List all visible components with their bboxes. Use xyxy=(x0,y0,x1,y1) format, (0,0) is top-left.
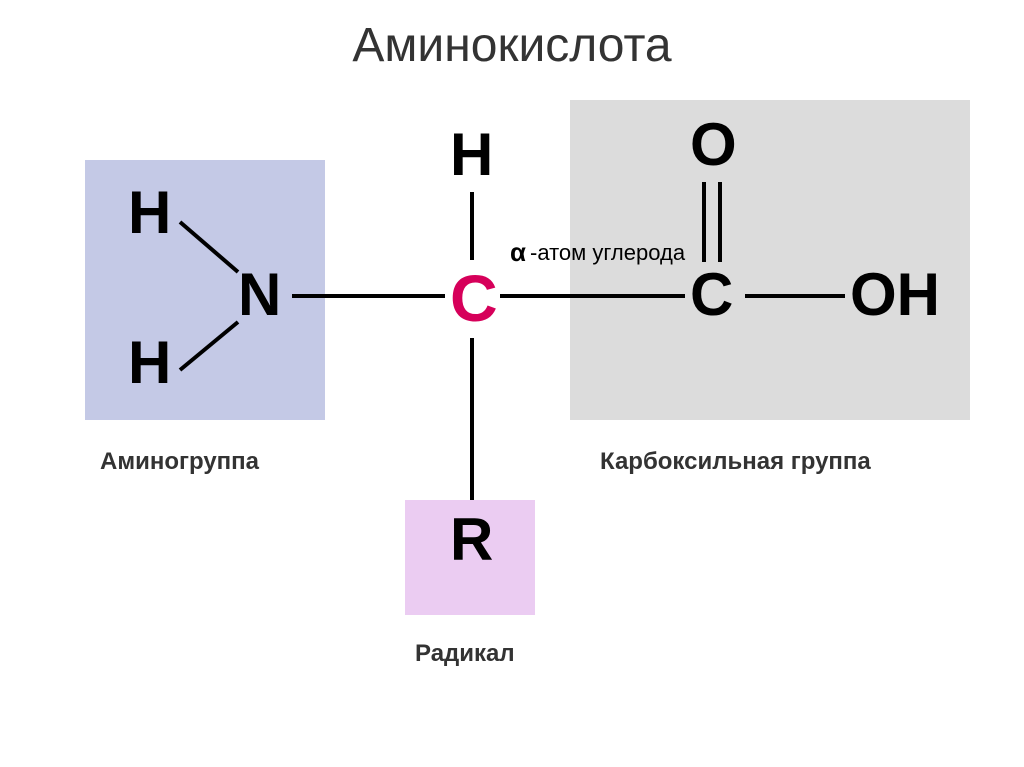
atom-O-double: O xyxy=(690,110,737,179)
atom-C-alpha: C xyxy=(450,260,498,336)
alpha-text: -атом углерода xyxy=(530,240,685,266)
atom-C-carboxyl: C xyxy=(690,260,733,329)
atom-R: R xyxy=(450,505,493,574)
bond-line xyxy=(180,222,238,272)
atom-H-amino-1: H xyxy=(128,178,171,247)
atom-OH: OH xyxy=(850,260,940,329)
amino-group-label: Аминогруппа xyxy=(100,448,259,476)
atom-H-amino-2: H xyxy=(128,328,171,397)
carboxyl-group-label: Карбоксильная группа xyxy=(600,448,871,476)
diagram-stage: Аминокислота H H N H C C O OH R α -атом … xyxy=(0,0,1024,767)
radical-group-label: Радикал xyxy=(415,640,515,668)
atom-N: N xyxy=(238,260,281,329)
atom-H-top: H xyxy=(450,120,493,189)
bond-line xyxy=(180,322,238,370)
alpha-symbol: α xyxy=(510,237,526,268)
